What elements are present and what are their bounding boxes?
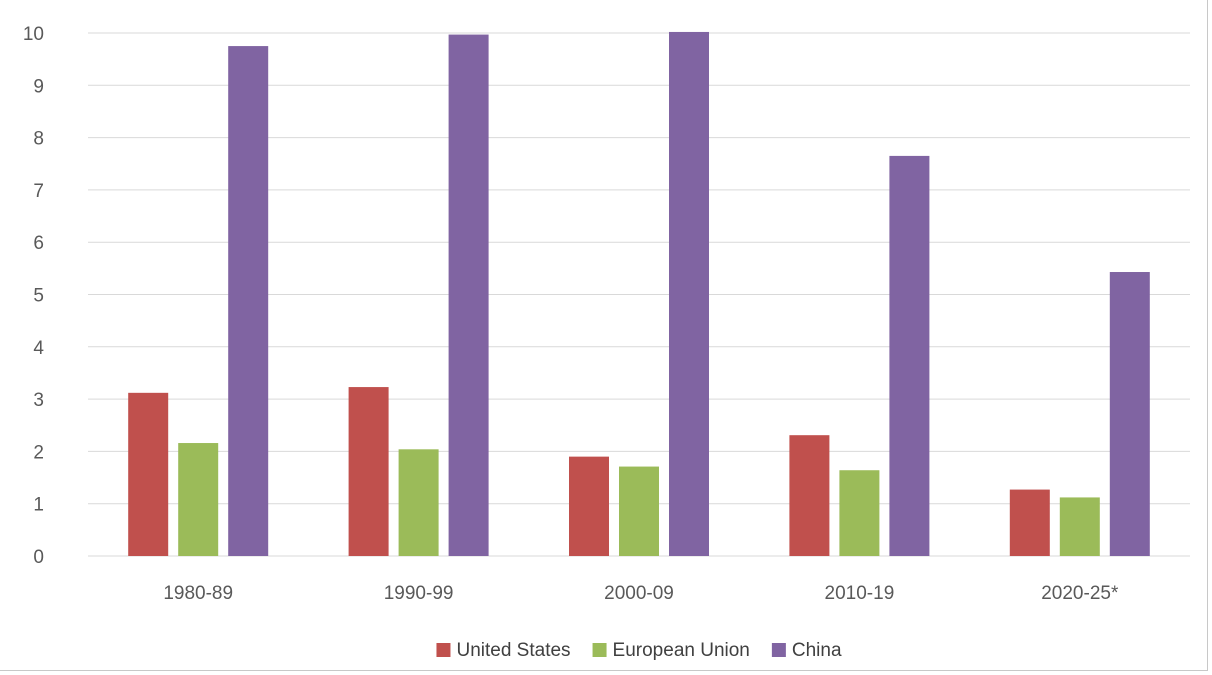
bar-china-2000-09 (669, 31, 709, 557)
x-tick-label: 1990-99 (384, 583, 454, 604)
bar-china-1980-89 (228, 46, 269, 556)
bar-china-1990-99 (448, 34, 489, 557)
bar-european-union-2000-09 (619, 466, 659, 556)
legend-label: United States (456, 640, 570, 661)
y-tick-label: 6 (33, 233, 44, 254)
legend-label: European Union (613, 640, 750, 661)
legend-swatch (771, 643, 786, 657)
y-tick-label: 4 (33, 338, 44, 359)
legend-swatch (436, 643, 451, 657)
bar-united-states-2020-25 (1009, 489, 1050, 556)
y-axis-ticks: 0 1 2 3 4 5 6 7 8 9 10 (23, 24, 45, 568)
legend-item-european-union: European Union (592, 640, 750, 661)
x-tick-label: 2000-09 (604, 583, 674, 604)
y-tick-label: 8 (33, 129, 44, 150)
bar-china-2010-19 (889, 155, 930, 556)
y-tick-label: 3 (33, 390, 44, 411)
y-tick-label: 5 (33, 286, 44, 307)
legend: United States European Union China (436, 640, 842, 661)
bar-european-union-1980-89 (178, 443, 219, 556)
bar-united-states-1980-89 (128, 392, 169, 556)
bar-european-union-1990-99 (398, 449, 439, 556)
bars (128, 31, 1150, 557)
bar-european-union-2020-25 (1059, 497, 1100, 556)
bar-united-states-1990-99 (348, 387, 389, 556)
bar-european-union-2010-19 (839, 470, 880, 556)
legend-label: China (792, 640, 842, 661)
y-tick-label: 10 (23, 24, 44, 45)
x-tick-label: 2020-25* (1041, 583, 1119, 604)
bar-china-2020-25 (1109, 272, 1150, 556)
y-tick-label: 0 (33, 547, 44, 568)
legend-swatch (592, 643, 607, 657)
y-tick-label: 1 (33, 495, 44, 516)
y-tick-label: 9 (33, 76, 44, 97)
bar-united-states-2010-19 (789, 435, 830, 556)
y-tick-label: 7 (33, 181, 44, 202)
x-axis-ticks: 1980-89 1990-99 2000-09 2010-19 2020-25* (163, 583, 1119, 604)
x-tick-label: 2010-19 (825, 583, 895, 604)
x-tick-label: 1980-89 (163, 583, 233, 604)
bar-united-states-2000-09 (569, 456, 609, 556)
y-tick-label: 2 (33, 442, 44, 463)
legend-item-china: China (771, 640, 842, 661)
legend-item-united-states: United States (436, 640, 571, 661)
